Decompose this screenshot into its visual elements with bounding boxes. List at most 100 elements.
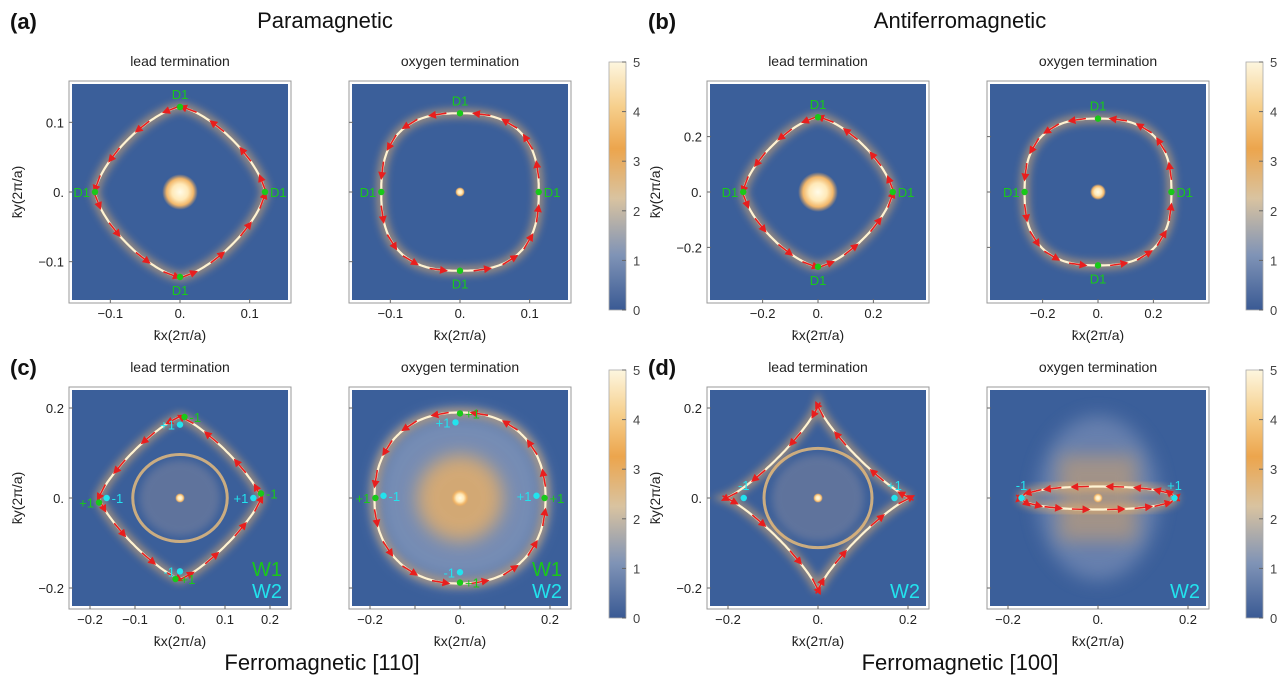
panel-subtitle: Ferromagnetic [110] — [224, 650, 419, 675]
inner-ring — [131, 453, 229, 543]
marker-point — [257, 490, 265, 497]
marker-point — [452, 419, 459, 426]
marker-label: D1 — [1090, 99, 1107, 114]
spin-arrow — [526, 439, 538, 456]
y-tick-label: −0.2 — [38, 581, 64, 596]
spin-arrow — [386, 134, 397, 151]
marker-point — [380, 492, 387, 499]
marker-label: -1 — [443, 565, 455, 580]
colorbar-tick-label: 0 — [633, 303, 640, 318]
marker-label: -1 — [190, 410, 202, 425]
spin-arrow — [815, 400, 825, 418]
panel-letter: (a) — [10, 9, 37, 34]
marker-point — [541, 494, 548, 502]
subplot-1-0: D1 D1 D1 D1 −0.2 0. 0.2 −0.2 0. 0.2 lead terminati… — [647, 53, 930, 343]
marker-point — [1021, 188, 1028, 196]
marker-label: -1 — [266, 487, 278, 502]
marker-point — [261, 188, 269, 196]
marker-label: +1 — [517, 489, 532, 504]
spin-arrow — [1024, 501, 1044, 509]
x-tick-label: 0.2 — [899, 612, 917, 627]
spin-arrow — [259, 191, 268, 209]
x-axis-label: k̄x(2π/a) — [1072, 633, 1124, 649]
colorbar-tick-label: 5 — [633, 363, 640, 378]
spin-arrow — [1021, 162, 1030, 182]
spin-arrow — [1154, 499, 1173, 508]
x-axis-label: k̄x(2π/a) — [792, 633, 844, 649]
spin-arrow — [209, 120, 225, 133]
colorbar — [608, 61, 627, 311]
marker-point — [1018, 494, 1025, 502]
colorbar-tick-label: 2 — [633, 204, 640, 219]
colorbar-tick-label: 4 — [1270, 105, 1277, 120]
x-axis-label: k̄x(2π/a) — [1072, 327, 1124, 343]
heatmap-content — [370, 408, 550, 588]
spin-arrow — [92, 175, 101, 193]
marker-label: D1 — [810, 97, 827, 112]
spin-arrow — [258, 174, 267, 192]
spin-arrow — [1134, 503, 1154, 512]
spin-arrow — [833, 431, 847, 446]
panel-title: Paramagnetic — [257, 8, 393, 33]
marker-label: D1 — [810, 273, 827, 288]
marker-label: -1 — [1016, 478, 1028, 493]
spin-arrow — [401, 565, 419, 576]
spin-arrow — [239, 146, 252, 162]
colorbar-tick-label: 2 — [633, 512, 640, 527]
subplot-1-1: D1 D1 D1 D1 −0.2 0. 0.2 oxygen termination k̄x(2… — [986, 53, 1210, 343]
spin-arrow — [1156, 137, 1167, 154]
legend-label: W2 — [252, 581, 282, 603]
x-axis-label: k̄x(2π/a) — [154, 327, 206, 343]
spin-arrow — [473, 265, 492, 274]
colorbar-tick-label: 3 — [633, 462, 640, 477]
y-tick-label: 0. — [53, 491, 64, 506]
central-spot — [1093, 493, 1103, 503]
spin-arrow — [1133, 484, 1152, 493]
colorbar-tick-label: 0 — [633, 611, 640, 626]
spin-arrow — [842, 128, 859, 141]
central-spot — [162, 174, 198, 210]
marker-point — [95, 499, 103, 506]
spin-arrow — [179, 104, 197, 113]
y-tick-label: 0. — [691, 185, 702, 200]
spin-arrow — [898, 495, 916, 505]
colorbar — [1245, 369, 1264, 619]
x-tick-label: 0.1 — [521, 306, 539, 321]
spin-arrow — [1135, 123, 1153, 134]
panel-letter: (b) — [648, 9, 676, 34]
marker-point — [172, 575, 179, 583]
spin-arrow — [1068, 260, 1088, 269]
colorbar-tick-label: 1 — [633, 561, 640, 576]
spin-arrow — [502, 564, 519, 576]
x-tick-label: 0. — [1093, 612, 1104, 627]
spin-arrow — [1029, 230, 1040, 247]
marker-label: -1 — [738, 478, 750, 493]
spin-arrow — [372, 509, 381, 528]
marker-label: +1 — [436, 415, 451, 430]
marker-label: +1 — [887, 478, 902, 493]
spin-arrow — [1029, 137, 1040, 155]
marker-label: D1 — [898, 185, 915, 200]
colorbar-tick-label: 4 — [633, 105, 640, 120]
marker-point — [176, 421, 184, 428]
colorbar-tick-label: 5 — [1270, 363, 1277, 378]
y-tick-label: 0.2 — [46, 401, 64, 416]
colorbar-tick-label: 1 — [633, 253, 640, 268]
spin-arrow — [754, 151, 767, 168]
colorbar-tick-label: 2 — [1270, 204, 1277, 219]
spin-arrow — [163, 271, 181, 280]
spin-arrow — [777, 128, 793, 141]
x-tick-label: 0.2 — [261, 612, 279, 627]
x-tick-label: 0. — [455, 306, 466, 321]
marker-label: +1 — [234, 491, 249, 506]
y-tick-label: 0.2 — [684, 130, 702, 145]
spin-arrow — [533, 204, 542, 223]
x-tick-label: −0.2 — [715, 612, 741, 627]
subplot-3-1: -1 +1 W2 −0.2 0. 0.2 oxygen termination k̄x(2π/… — [986, 359, 1210, 649]
marker-point — [1094, 115, 1102, 122]
spin-arrow — [401, 118, 418, 130]
marker-point — [456, 110, 464, 117]
subplot-caption: lead termination — [130, 359, 230, 375]
legend-label: W2 — [890, 581, 920, 603]
